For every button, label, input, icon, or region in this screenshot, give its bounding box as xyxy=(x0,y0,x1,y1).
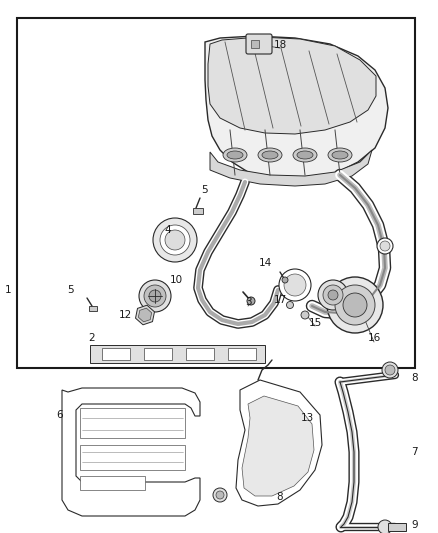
Text: 8: 8 xyxy=(412,373,418,383)
Circle shape xyxy=(380,241,390,251)
Text: 7: 7 xyxy=(411,447,417,457)
Circle shape xyxy=(377,238,393,254)
Bar xyxy=(388,523,406,531)
Polygon shape xyxy=(80,445,185,470)
Text: 15: 15 xyxy=(308,318,321,328)
Polygon shape xyxy=(62,388,200,516)
Circle shape xyxy=(318,280,348,310)
Bar xyxy=(89,306,97,311)
Circle shape xyxy=(328,290,338,300)
Text: 2: 2 xyxy=(88,333,95,343)
Circle shape xyxy=(323,285,343,305)
Circle shape xyxy=(382,362,398,378)
Circle shape xyxy=(213,488,227,502)
Bar xyxy=(251,40,259,48)
Circle shape xyxy=(216,491,224,499)
Circle shape xyxy=(165,230,185,250)
Circle shape xyxy=(160,225,190,255)
Polygon shape xyxy=(80,408,185,438)
Text: 16: 16 xyxy=(367,333,381,343)
Circle shape xyxy=(301,311,309,319)
Ellipse shape xyxy=(293,148,317,162)
Circle shape xyxy=(153,218,197,262)
Circle shape xyxy=(144,285,166,307)
Text: 12: 12 xyxy=(118,310,132,320)
Text: 10: 10 xyxy=(170,275,183,285)
Circle shape xyxy=(378,520,392,533)
Text: 17: 17 xyxy=(273,295,286,305)
Ellipse shape xyxy=(262,151,278,159)
Bar xyxy=(228,348,256,360)
Text: 1: 1 xyxy=(5,285,11,295)
Text: 5: 5 xyxy=(67,285,73,295)
Circle shape xyxy=(282,277,288,283)
Circle shape xyxy=(139,280,171,312)
Polygon shape xyxy=(242,396,314,496)
Bar xyxy=(17,18,415,368)
FancyBboxPatch shape xyxy=(246,34,272,54)
Bar xyxy=(90,345,265,363)
Polygon shape xyxy=(80,476,145,490)
Ellipse shape xyxy=(223,148,247,162)
Polygon shape xyxy=(205,36,388,180)
Bar xyxy=(193,208,203,214)
Text: 3: 3 xyxy=(245,297,251,307)
Circle shape xyxy=(385,365,395,375)
Circle shape xyxy=(284,274,306,296)
Text: 9: 9 xyxy=(412,520,418,530)
Circle shape xyxy=(149,290,161,302)
Circle shape xyxy=(279,269,311,301)
Bar xyxy=(102,348,130,360)
Text: 6: 6 xyxy=(57,410,64,420)
Text: 4: 4 xyxy=(165,225,171,235)
Circle shape xyxy=(343,293,367,317)
Text: 13: 13 xyxy=(300,413,314,423)
Ellipse shape xyxy=(258,148,282,162)
Polygon shape xyxy=(236,380,322,506)
Text: 18: 18 xyxy=(273,40,286,50)
Circle shape xyxy=(327,277,383,333)
Text: 8: 8 xyxy=(277,492,283,502)
Text: 5: 5 xyxy=(201,185,208,195)
Ellipse shape xyxy=(227,151,243,159)
Text: 14: 14 xyxy=(258,258,272,268)
Polygon shape xyxy=(210,150,372,186)
Bar xyxy=(186,348,214,360)
Circle shape xyxy=(286,302,293,309)
Ellipse shape xyxy=(332,151,348,159)
Circle shape xyxy=(247,297,255,305)
Polygon shape xyxy=(208,37,376,134)
Ellipse shape xyxy=(328,148,352,162)
Ellipse shape xyxy=(297,151,313,159)
Bar xyxy=(144,348,172,360)
Circle shape xyxy=(335,285,375,325)
